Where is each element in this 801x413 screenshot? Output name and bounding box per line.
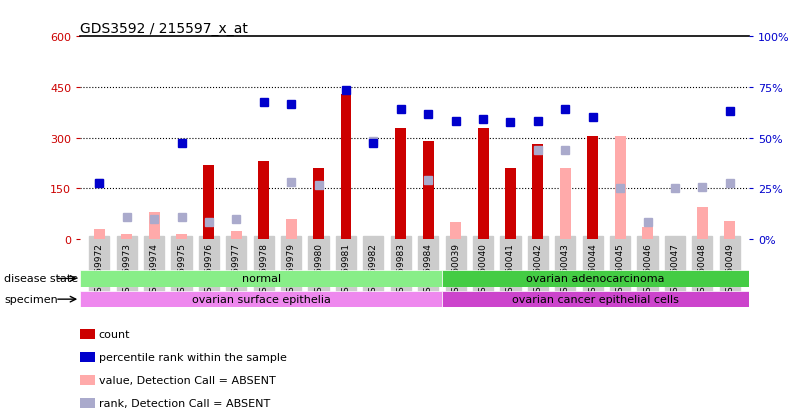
Text: specimen: specimen xyxy=(4,294,58,304)
Bar xyxy=(423,142,433,240)
Text: value, Detection Call = ABSENT: value, Detection Call = ABSENT xyxy=(99,375,276,385)
Text: count: count xyxy=(99,330,130,339)
Bar xyxy=(614,137,626,240)
Text: GDS3592 / 215597_x_at: GDS3592 / 215597_x_at xyxy=(80,22,248,36)
Bar xyxy=(533,145,543,240)
Bar xyxy=(477,128,489,240)
Bar xyxy=(560,169,571,240)
Text: percentile rank within the sample: percentile rank within the sample xyxy=(99,352,287,362)
Bar xyxy=(724,221,735,240)
Text: ovarian adenocarcinoma: ovarian adenocarcinoma xyxy=(526,274,665,284)
Bar xyxy=(121,235,132,240)
Bar xyxy=(697,207,708,240)
Bar xyxy=(396,128,406,240)
Bar xyxy=(505,169,516,240)
Bar xyxy=(587,137,598,240)
Text: disease state: disease state xyxy=(4,274,78,284)
Bar xyxy=(340,95,352,240)
Text: normal: normal xyxy=(242,274,281,284)
Bar xyxy=(80,291,442,308)
Bar xyxy=(80,271,442,287)
Bar xyxy=(203,165,215,240)
Bar xyxy=(313,169,324,240)
Text: rank, Detection Call = ABSENT: rank, Detection Call = ABSENT xyxy=(99,398,270,408)
Bar xyxy=(231,231,242,240)
Bar xyxy=(286,219,296,240)
Text: ovarian surface epithelia: ovarian surface epithelia xyxy=(191,294,331,304)
Bar xyxy=(149,213,159,240)
Text: ovarian cancer epithelial cells: ovarian cancer epithelial cells xyxy=(512,294,679,304)
Bar xyxy=(176,235,187,240)
Bar xyxy=(442,271,749,287)
Bar xyxy=(450,223,461,240)
Bar xyxy=(642,228,653,240)
Bar xyxy=(442,291,749,308)
Bar xyxy=(258,162,269,240)
Bar xyxy=(94,230,105,240)
